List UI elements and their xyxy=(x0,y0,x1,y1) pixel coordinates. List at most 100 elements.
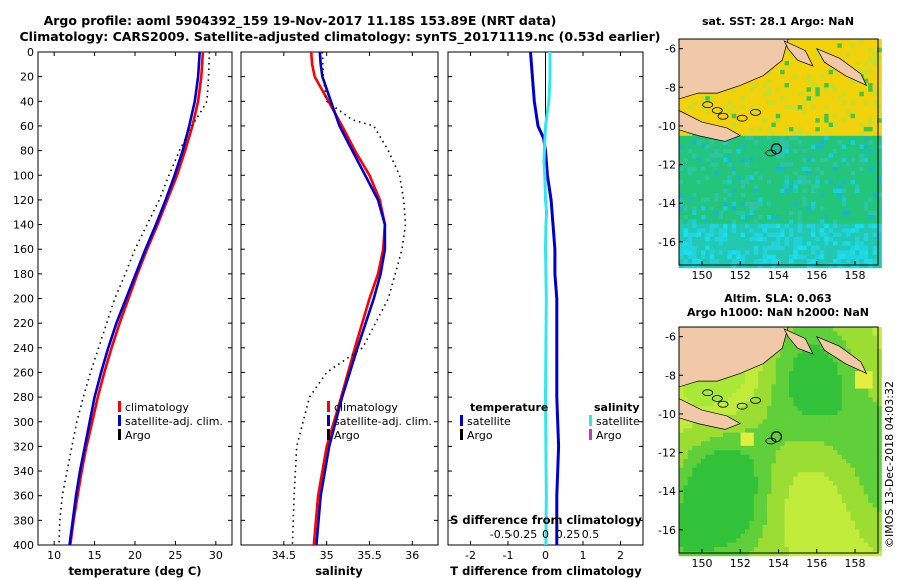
map-cell xyxy=(815,223,821,229)
map-cell xyxy=(745,109,750,115)
map-cell xyxy=(727,87,733,93)
map-cell xyxy=(877,105,882,110)
map-cell xyxy=(819,547,825,552)
map-cell xyxy=(841,113,847,119)
map-cell xyxy=(819,87,825,93)
map-cell xyxy=(793,215,799,220)
map-cell xyxy=(815,237,821,242)
map-cell xyxy=(731,109,737,115)
map-cell xyxy=(811,419,816,425)
map-cell xyxy=(762,223,768,229)
map-cell xyxy=(841,166,847,172)
map-cell xyxy=(868,542,873,548)
map-cell xyxy=(811,379,816,385)
map-cell xyxy=(824,415,829,420)
map-cell xyxy=(683,215,689,220)
map-cell xyxy=(775,459,781,464)
map-cell xyxy=(837,459,843,464)
map-cell xyxy=(833,538,838,543)
map-cell xyxy=(771,144,777,150)
map-cell xyxy=(855,210,860,216)
map-cell xyxy=(833,450,838,455)
map-cell xyxy=(701,454,706,460)
map-cell xyxy=(789,162,794,167)
map-cell xyxy=(727,388,733,394)
map-cell xyxy=(705,437,711,442)
map-cell xyxy=(780,91,785,97)
map-cell xyxy=(863,197,869,203)
depth-tick-label: 40 xyxy=(20,95,34,108)
map-cell xyxy=(687,441,693,447)
map-cell xyxy=(824,432,829,438)
map-cell xyxy=(714,476,719,482)
map-cell xyxy=(714,113,719,119)
map-cell xyxy=(863,397,869,403)
map-cell xyxy=(692,144,697,150)
map-cell xyxy=(841,135,847,141)
map-cell xyxy=(837,516,843,521)
map-cell xyxy=(705,481,711,486)
map-cell xyxy=(789,131,794,137)
map-cell xyxy=(714,166,719,172)
map-cell xyxy=(819,459,825,464)
map-cell xyxy=(793,538,799,543)
map-cell xyxy=(740,219,746,225)
map-cell xyxy=(749,96,755,101)
map-cell xyxy=(863,353,869,359)
map-cell xyxy=(811,476,816,482)
map-cell xyxy=(696,175,702,181)
map-cell xyxy=(833,331,838,337)
map-cell xyxy=(679,529,684,535)
map-cell xyxy=(714,397,719,403)
map-cell xyxy=(806,441,812,447)
map-cell xyxy=(841,149,847,154)
map-cell xyxy=(819,83,825,88)
map-cell xyxy=(775,520,781,526)
map-cell xyxy=(784,428,790,433)
map-cell xyxy=(762,503,768,508)
map-cell xyxy=(855,127,860,132)
map-cell xyxy=(815,184,821,189)
map-cell xyxy=(833,516,838,521)
map-cell xyxy=(731,481,737,486)
map-cell xyxy=(767,507,772,513)
map-cell xyxy=(727,485,733,491)
map-cell xyxy=(850,428,856,433)
map-cell xyxy=(692,149,697,154)
map-cell xyxy=(833,454,838,460)
map-cell xyxy=(859,397,865,403)
map-cell xyxy=(859,476,865,482)
map-cell xyxy=(762,157,768,163)
map-cell xyxy=(687,467,693,473)
map-cell xyxy=(815,525,821,530)
map-cell xyxy=(714,463,719,469)
map-cell xyxy=(806,197,812,203)
map-cell xyxy=(859,61,865,66)
map-cell xyxy=(802,122,807,128)
map-cell xyxy=(828,241,834,247)
map-cell xyxy=(775,206,781,211)
map-cell xyxy=(859,494,865,499)
map-cell xyxy=(749,241,755,247)
map-cell xyxy=(745,481,750,486)
map-cell xyxy=(731,96,737,101)
map-cell xyxy=(767,379,772,385)
map-cell xyxy=(850,481,856,486)
map-cell xyxy=(802,371,807,376)
map-cell xyxy=(797,144,803,150)
map-cell xyxy=(877,228,882,233)
map-cell xyxy=(767,96,772,101)
map-cell xyxy=(749,245,755,251)
map-cell xyxy=(859,109,865,115)
map-cell xyxy=(833,153,838,159)
map-cell xyxy=(692,538,697,543)
map-cell xyxy=(855,219,860,225)
map-cell xyxy=(709,547,715,552)
map-cell xyxy=(736,419,741,425)
map-cell xyxy=(701,428,706,433)
map-cell xyxy=(709,494,715,499)
difference-legend-temperature: temperature satellite Argo xyxy=(460,401,548,442)
map-cell xyxy=(841,201,847,207)
map-cell xyxy=(850,489,856,495)
